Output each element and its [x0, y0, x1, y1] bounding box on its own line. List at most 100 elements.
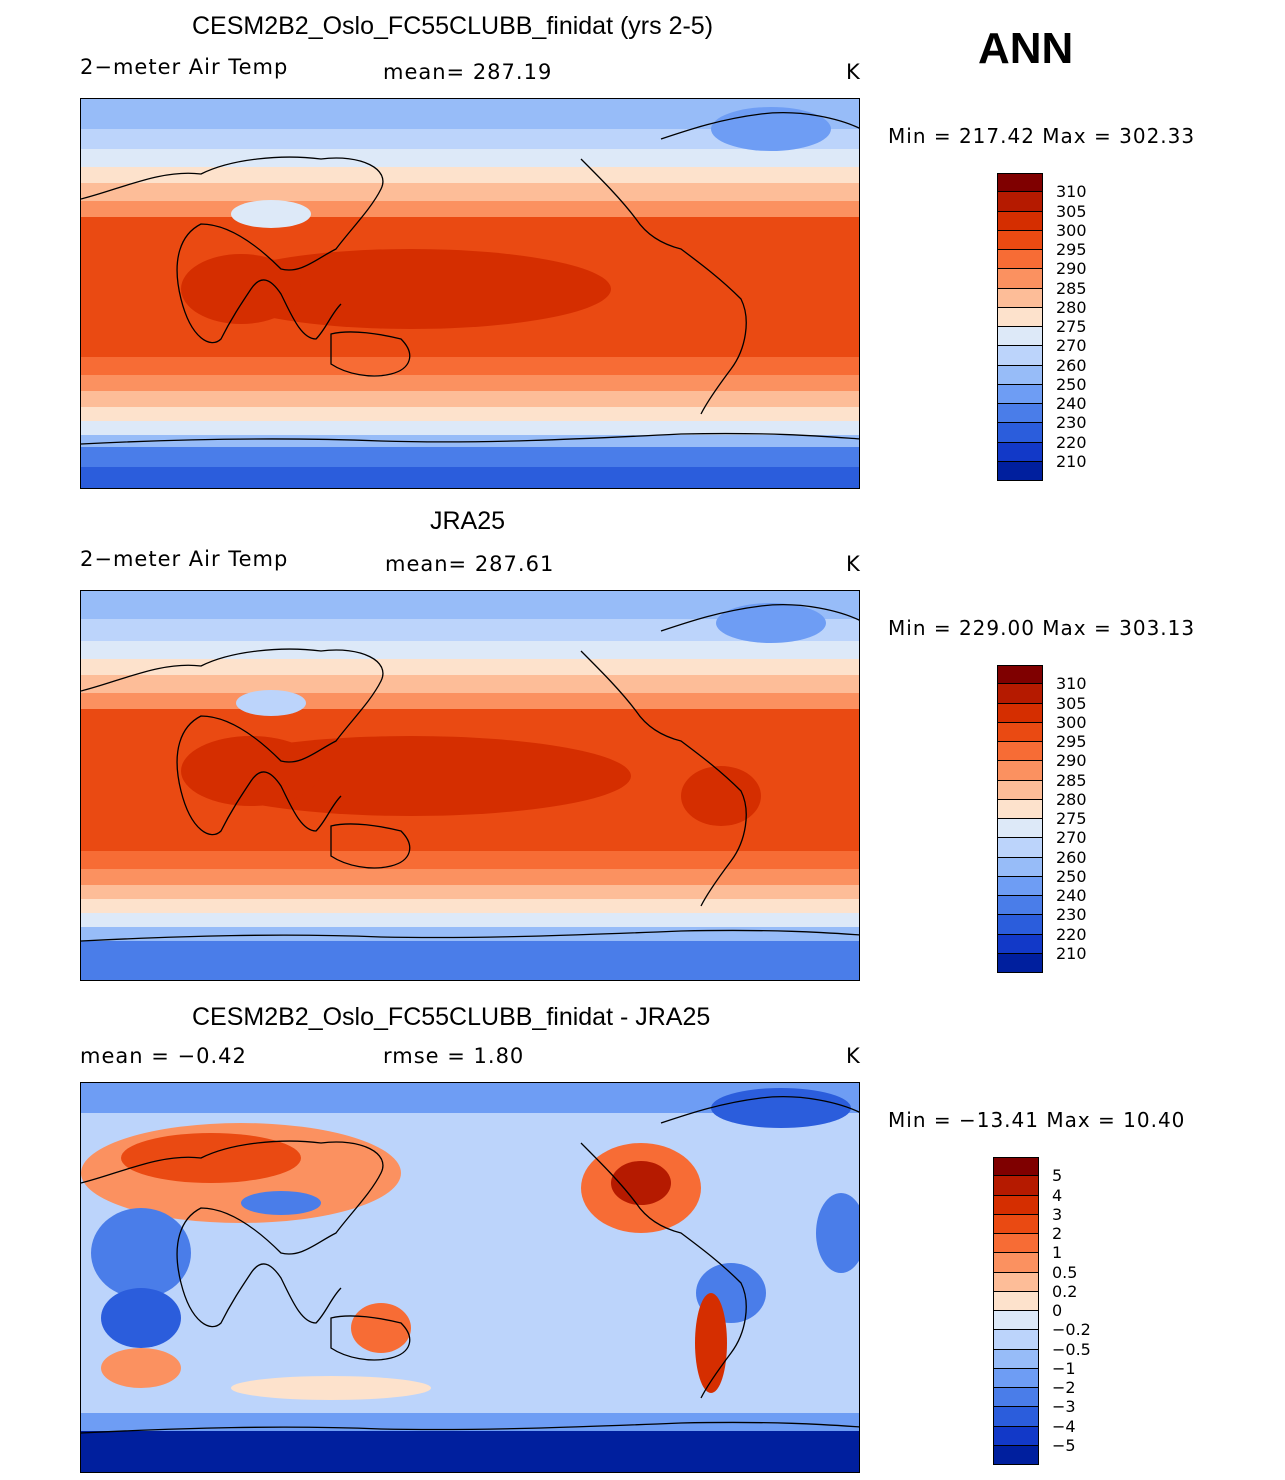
- colorbar-tick-label: −2: [1052, 1378, 1076, 1397]
- band-s5: [81, 421, 859, 435]
- band-s3: [81, 885, 859, 899]
- colorbar-swatch: [997, 192, 1043, 212]
- colorbar-tick-label: 280: [1056, 297, 1087, 317]
- colorbar-tick-label: 0.5: [1052, 1262, 1078, 1282]
- colorbar-tick-label: 0: [1052, 1301, 1063, 1320]
- band-s4: [81, 407, 859, 421]
- colorbar-swatch: [997, 346, 1043, 366]
- colorbar-swatch: [993, 1388, 1039, 1408]
- atlantic-diff: [816, 1193, 859, 1273]
- band-n3: [81, 659, 859, 675]
- band-s4: [81, 899, 859, 913]
- colorbar-swatch: [993, 1407, 1039, 1427]
- colorbar-tick-label: 230: [1056, 413, 1087, 433]
- panel-1-title: CESM2B2_Oslo_FC55CLUBB_finidat (yrs 2-5): [192, 12, 714, 40]
- colorbar-tick-label: 280: [1056, 789, 1087, 809]
- band-s6: [81, 435, 859, 447]
- colorbar-tick-label: 220: [1056, 924, 1087, 944]
- band-s7: [81, 447, 859, 467]
- colorbar-tick-label: 275: [1056, 809, 1087, 828]
- colorbar-swatch: [997, 230, 1043, 250]
- panel-2-mean-label: mean= 287.61: [385, 552, 555, 576]
- colorbar-swatch: [997, 250, 1043, 270]
- colorbar-swatch: [997, 838, 1043, 858]
- colorbar-swatch: [993, 1291, 1039, 1311]
- panel-1-units-label: K: [846, 60, 861, 84]
- colorbar-swatch: [997, 288, 1043, 308]
- colorbar-tick-label: 240: [1056, 394, 1087, 413]
- colorbar-swatch: [993, 1426, 1039, 1446]
- coastlines: [81, 112, 859, 445]
- colorbar-swatch: [993, 1234, 1039, 1254]
- colorbar-tick-label: −0.2: [1052, 1320, 1091, 1340]
- colorbar-tick-label: −4: [1052, 1416, 1076, 1436]
- colorbar-tick-label: 220: [1056, 432, 1087, 452]
- colorbar-tick-label: 250: [1056, 866, 1087, 886]
- colorbar-swatch: [997, 365, 1043, 385]
- colorbar-tick-label: 3: [1052, 1204, 1063, 1224]
- colorbar-tick-label: 260: [1056, 847, 1087, 867]
- panel-1-mean-label: mean= 287.19: [383, 60, 553, 84]
- colorbar-swatch: [997, 722, 1043, 742]
- colorbar-tick-label: 290: [1056, 259, 1087, 279]
- greenland-cold: [711, 107, 831, 151]
- colorbar-tick-label: 2: [1052, 1224, 1063, 1243]
- panel-2-title: JRA25: [430, 507, 506, 535]
- colorbar-swatch: [993, 1214, 1039, 1234]
- colorbar-swatch: [997, 665, 1043, 685]
- panel-1-map-svg: [81, 99, 859, 488]
- colorbar-tick-label: 310: [1056, 674, 1087, 694]
- greenland-diff: [711, 1088, 851, 1128]
- colorbar-swatch: [993, 1253, 1039, 1273]
- band-n4: [81, 183, 859, 201]
- coastlines: [81, 604, 859, 942]
- tibet-cold: [231, 200, 311, 228]
- tibet-cold: [236, 690, 306, 716]
- band-n2: [81, 641, 859, 659]
- colorbar-swatch: [993, 1272, 1039, 1292]
- band-s3: [81, 391, 859, 407]
- colorbar-swatch: [997, 404, 1043, 424]
- colorbar-tick-label: 305: [1056, 201, 1087, 221]
- colorbar-swatch: [997, 896, 1043, 916]
- colorbar-tick-label: 210: [1056, 451, 1087, 471]
- colorbar-tick-label: −5: [1052, 1435, 1076, 1455]
- panel-2-map: [80, 590, 860, 981]
- colorbar-tick-label: 0.2: [1052, 1281, 1078, 1301]
- band-s6: [81, 927, 859, 941]
- aus-diff: [351, 1303, 411, 1353]
- colorbar-tick-label: 295: [1056, 240, 1087, 259]
- colorbar-tick-label: 260: [1056, 355, 1087, 375]
- tibet-diff: [241, 1191, 321, 1215]
- band-s5: [81, 913, 859, 927]
- band-s1: [81, 357, 859, 375]
- band-n5: [81, 693, 859, 709]
- band-n1: [81, 129, 859, 149]
- colorbar-swatch: [997, 211, 1043, 231]
- panel-2-minmax: Min = 229.00 Max = 303.13: [888, 616, 1196, 640]
- colorbar-swatch: [997, 819, 1043, 839]
- colorbar-tick-label: 300: [1056, 220, 1087, 240]
- colorbar-swatch: [993, 1157, 1039, 1177]
- africa-s-diff: [101, 1288, 181, 1348]
- colorbar-tick-label: 4: [1052, 1185, 1063, 1205]
- colorbar-swatch: [997, 384, 1043, 404]
- africa-warm: [181, 254, 301, 324]
- colorbar-tick-label: −1: [1052, 1358, 1076, 1378]
- colorbar-tick-label: 270: [1056, 336, 1087, 356]
- colorbar-swatch: [993, 1195, 1039, 1215]
- colorbar-tick-label: 305: [1056, 693, 1087, 713]
- band-n4: [81, 675, 859, 693]
- so-diff: [231, 1376, 431, 1400]
- panel-3-title: CESM2B2_Oslo_FC55CLUBB_finidat - JRA25: [192, 1003, 711, 1031]
- colorbar-tick-label: −0.5: [1052, 1339, 1091, 1359]
- africa-n-diff: [91, 1208, 191, 1298]
- panel-3-units-label: K: [846, 1044, 861, 1068]
- band-s8: [81, 467, 859, 488]
- colorbar-swatch: [993, 1368, 1039, 1388]
- colorbar-swatch: [997, 173, 1043, 193]
- colorbar-tick-label: 240: [1056, 886, 1087, 905]
- colorbar-swatch: [993, 1330, 1039, 1350]
- safrica-diff: [101, 1348, 181, 1388]
- greenland-cold: [716, 603, 826, 643]
